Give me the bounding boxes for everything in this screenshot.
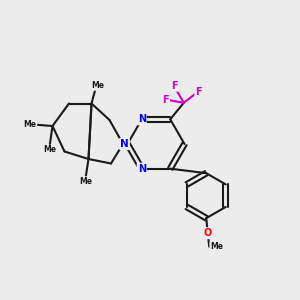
Text: Me: Me: [79, 177, 92, 186]
Text: F: F: [162, 95, 169, 105]
Text: F: F: [171, 81, 178, 91]
Text: Me: Me: [210, 242, 223, 251]
Text: N: N: [138, 164, 146, 174]
Text: N: N: [120, 139, 129, 149]
Text: O: O: [204, 228, 212, 238]
Text: Me: Me: [23, 120, 37, 129]
Text: N: N: [138, 114, 146, 124]
Text: Me: Me: [91, 81, 104, 90]
Text: Me: Me: [43, 146, 56, 154]
Text: F: F: [195, 87, 202, 97]
